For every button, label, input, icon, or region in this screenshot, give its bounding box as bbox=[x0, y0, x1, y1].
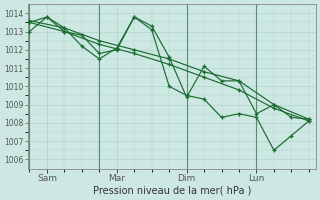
X-axis label: Pression niveau de la mer( hPa ): Pression niveau de la mer( hPa ) bbox=[92, 186, 251, 196]
